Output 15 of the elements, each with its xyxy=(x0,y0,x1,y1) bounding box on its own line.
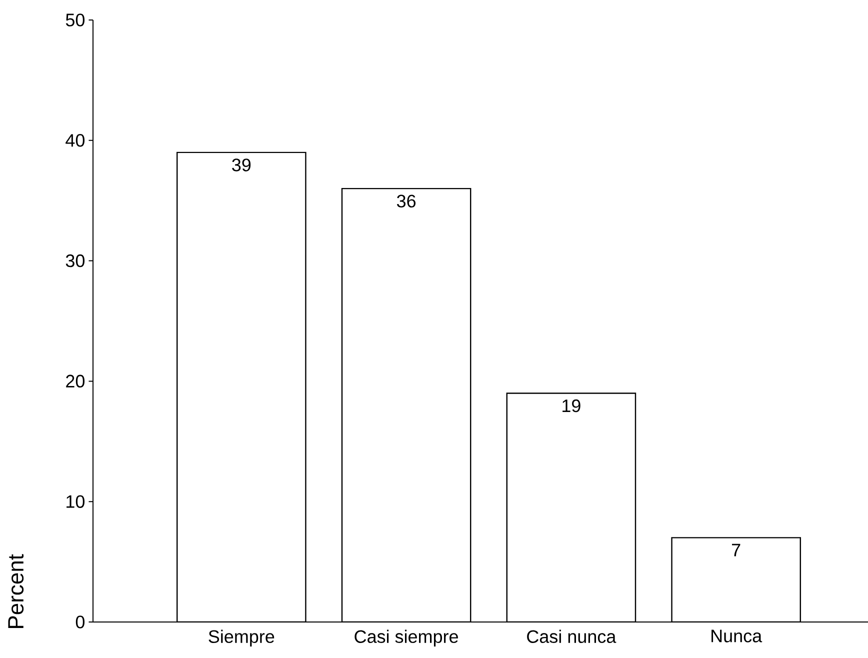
x-tick-label: Nunca xyxy=(712,630,762,642)
x-tick-label: Casi nunca xyxy=(527,630,616,643)
data-label: 19 xyxy=(562,399,580,412)
data-label: 39 xyxy=(232,158,251,172)
y-axis-title: Percent xyxy=(8,554,24,628)
x-tick-label: Siempre xyxy=(208,630,274,647)
data-label: 36 xyxy=(396,194,416,208)
y-tick-label: 40 xyxy=(66,134,85,147)
data-label: 7 xyxy=(732,544,740,556)
x-tick-label: Casi siempre xyxy=(354,630,458,647)
y-tick-label: 30 xyxy=(66,254,85,268)
y-tick-label: 20 xyxy=(66,374,85,388)
y-tick-label: 10 xyxy=(66,495,85,508)
y-tick-label: 50 xyxy=(66,14,85,26)
y-tick-label: 0 xyxy=(76,616,85,628)
